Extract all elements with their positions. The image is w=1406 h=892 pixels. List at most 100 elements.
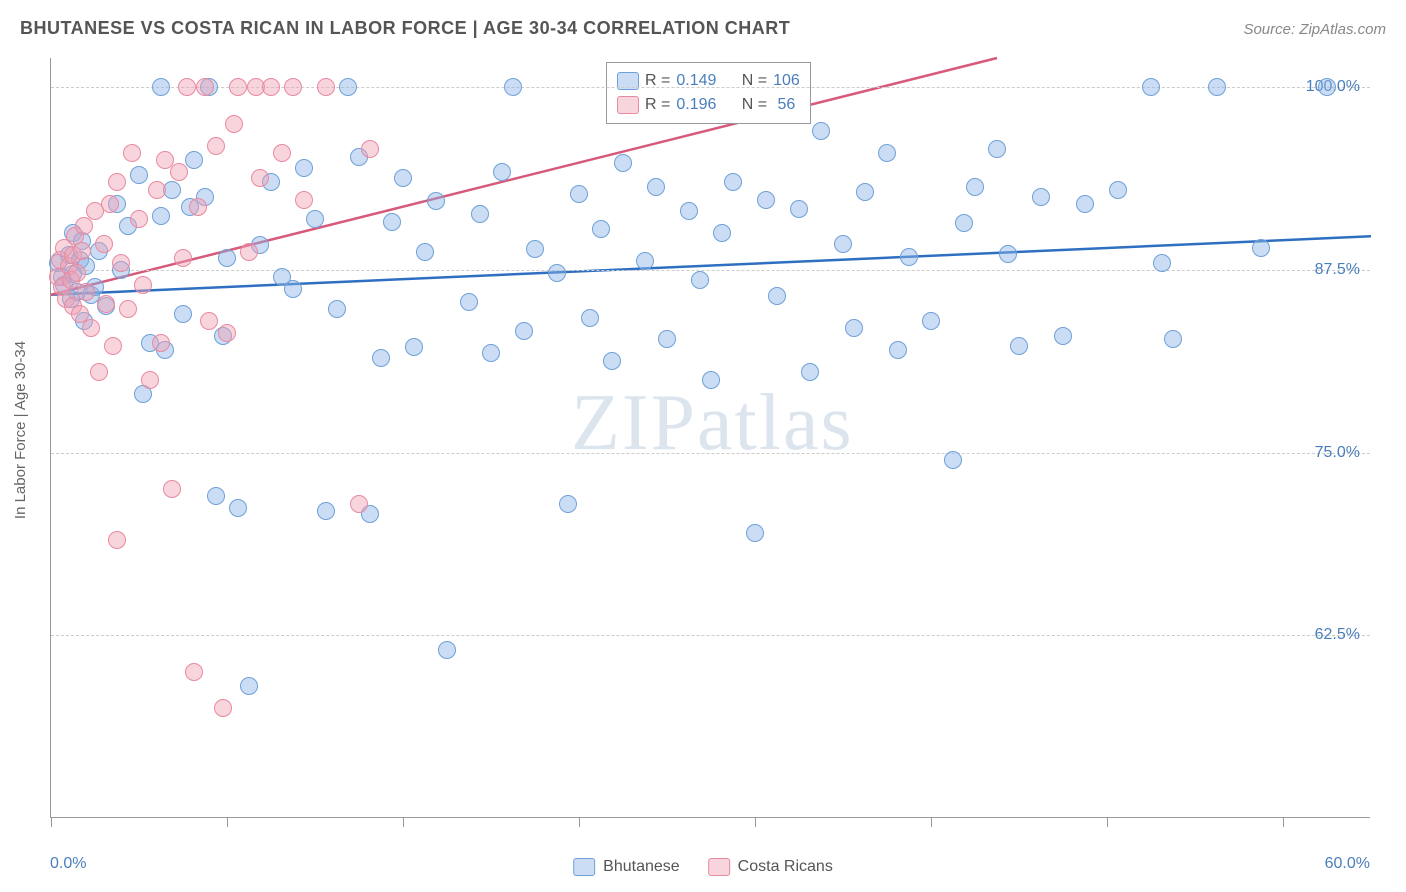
stat-label: N =	[742, 96, 767, 114]
data-point	[361, 140, 379, 158]
data-point	[95, 235, 113, 253]
data-point	[592, 220, 610, 238]
gridline	[51, 635, 1370, 636]
data-point	[988, 140, 1006, 158]
data-point	[73, 242, 91, 260]
data-point	[724, 173, 742, 191]
data-point	[658, 330, 676, 348]
data-point	[845, 319, 863, 337]
data-point	[207, 137, 225, 155]
data-point	[152, 334, 170, 352]
data-point	[295, 159, 313, 177]
data-point	[966, 178, 984, 196]
data-point	[713, 224, 731, 242]
data-point	[922, 312, 940, 330]
trend-lines	[51, 58, 1371, 818]
data-point	[218, 324, 236, 342]
data-point	[1142, 78, 1160, 96]
stat-label: R =	[645, 96, 670, 114]
data-point	[702, 371, 720, 389]
data-point	[1010, 337, 1028, 355]
data-point	[944, 451, 962, 469]
data-point	[548, 264, 566, 282]
data-point	[1109, 181, 1127, 199]
data-point	[1208, 78, 1226, 96]
data-point	[148, 181, 166, 199]
legend-item: Costa Ricans	[708, 858, 833, 876]
data-point	[196, 78, 214, 96]
data-point	[339, 78, 357, 96]
data-point	[570, 185, 588, 203]
legend-swatch	[617, 96, 639, 114]
data-point	[185, 151, 203, 169]
data-point	[416, 243, 434, 261]
data-point	[306, 210, 324, 228]
data-point	[284, 78, 302, 96]
legend-stats-row: R = 0.149 N = 106	[617, 69, 800, 93]
legend-swatch	[708, 858, 730, 876]
data-point	[123, 144, 141, 162]
data-point	[101, 195, 119, 213]
data-point	[90, 363, 108, 381]
data-point	[273, 144, 291, 162]
data-point	[1252, 239, 1270, 257]
data-point	[141, 371, 159, 389]
data-point	[427, 192, 445, 210]
data-point	[889, 341, 907, 359]
data-point	[691, 271, 709, 289]
gridline	[51, 453, 1370, 454]
y-tick-label: 75.0%	[1315, 444, 1360, 462]
data-point	[405, 338, 423, 356]
data-point	[812, 122, 830, 140]
gridline	[51, 270, 1370, 271]
x-tick	[227, 817, 228, 827]
data-point	[251, 169, 269, 187]
data-point	[394, 169, 412, 187]
x-max-label: 60.0%	[1325, 855, 1370, 873]
data-point	[108, 173, 126, 191]
data-point	[75, 217, 93, 235]
data-point	[240, 243, 258, 261]
data-point	[900, 248, 918, 266]
data-point	[229, 499, 247, 517]
data-point	[178, 78, 196, 96]
chart-title: BHUTANESE VS COSTA RICAN IN LABOR FORCE …	[20, 18, 790, 39]
data-point	[383, 213, 401, 231]
data-point	[77, 283, 95, 301]
data-point	[68, 264, 86, 282]
stat-value-r: 0.196	[676, 96, 716, 114]
data-point	[460, 293, 478, 311]
legend-bottom: BhutaneseCosta Ricans	[573, 858, 833, 876]
title-bar: BHUTANESE VS COSTA RICAN IN LABOR FORCE …	[20, 18, 1386, 39]
data-point	[636, 252, 654, 270]
data-point	[504, 78, 522, 96]
data-point	[471, 205, 489, 223]
x-min-label: 0.0%	[50, 855, 86, 873]
data-point	[97, 295, 115, 313]
data-point	[1032, 188, 1050, 206]
data-point	[438, 641, 456, 659]
data-point	[1318, 78, 1336, 96]
data-point	[1054, 327, 1072, 345]
data-point	[200, 312, 218, 330]
data-point	[559, 495, 577, 513]
data-point	[955, 214, 973, 232]
data-point	[647, 178, 665, 196]
data-point	[82, 319, 100, 337]
x-tick	[1107, 817, 1108, 827]
data-point	[581, 309, 599, 327]
data-point	[185, 663, 203, 681]
data-point	[603, 352, 621, 370]
data-point	[790, 200, 808, 218]
data-point	[163, 181, 181, 199]
data-point	[119, 300, 137, 318]
data-point	[284, 280, 302, 298]
data-point	[493, 163, 511, 181]
data-point	[152, 207, 170, 225]
data-point	[225, 115, 243, 133]
x-tick	[755, 817, 756, 827]
data-point	[801, 363, 819, 381]
data-point	[174, 249, 192, 267]
data-point	[1076, 195, 1094, 213]
data-point	[482, 344, 500, 362]
